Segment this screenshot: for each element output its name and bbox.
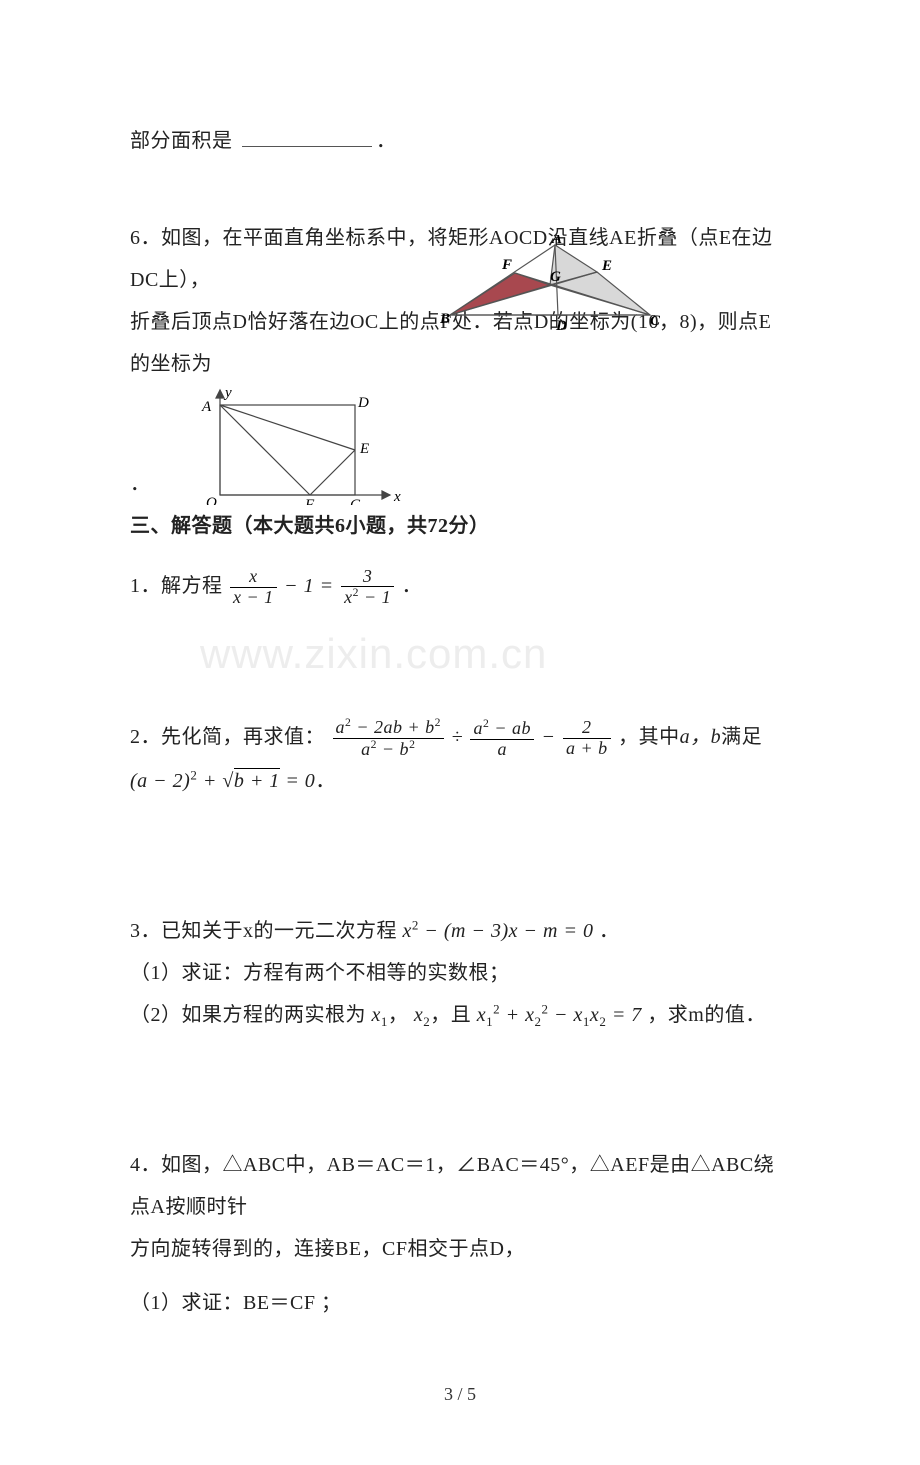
figure-coordinate-fold: A D E O F C x y bbox=[180, 385, 410, 505]
svg-text:O: O bbox=[206, 495, 217, 505]
q4-line1: 4．如图，△ABC中，AB＝AC＝1，∠BAC＝45°，△AEF是由△ABC绕点… bbox=[130, 1144, 790, 1228]
svg-text:B: B bbox=[440, 311, 450, 327]
q4-line2: 方向旋转得到的，连接BE，CF相交于点D， bbox=[130, 1228, 790, 1270]
q3-line1: 3．已知关于x的一元二次方程 x2 − (m − 3)x − m = 0 ． bbox=[130, 910, 790, 952]
svg-text:C: C bbox=[350, 497, 361, 505]
svg-text:y: y bbox=[223, 385, 232, 401]
section3-title: 三、解答题（本大题共6小题，共72分） bbox=[130, 505, 790, 547]
svg-text:G: G bbox=[550, 269, 561, 285]
svg-text:x: x bbox=[393, 489, 401, 505]
svg-text:D: D bbox=[555, 318, 567, 334]
q6-period: ． bbox=[130, 463, 150, 505]
q3-line2: （1）求证：方程有两个不相等的实数根； bbox=[130, 952, 790, 994]
svg-text:F: F bbox=[304, 497, 315, 505]
svg-text:C: C bbox=[650, 313, 660, 329]
q3-line3: （2）如果方程的两实根为 x1， x2，且 x12 + x22 − x1x2 =… bbox=[130, 994, 790, 1036]
q5-text: 部分面积是 ． bbox=[130, 120, 790, 162]
svg-text:A: A bbox=[201, 399, 212, 415]
q2-line2: (a − 2)2 + √b + 1 = 0． bbox=[130, 760, 790, 802]
blank-fill bbox=[242, 128, 372, 147]
svg-text:A: A bbox=[551, 235, 562, 247]
q2-line1: 2．先化简，再求值： a2 − 2ab + b2a2 − b2 ÷ a2 − a… bbox=[130, 716, 790, 760]
svg-text:F: F bbox=[501, 257, 512, 273]
q4-line3: （1）求证：BE＝CF ； bbox=[130, 1282, 790, 1324]
svg-text:E: E bbox=[359, 441, 369, 457]
svg-text:D: D bbox=[357, 395, 369, 411]
svg-text:E: E bbox=[601, 258, 612, 274]
page-number: 3 / 5 bbox=[130, 1384, 790, 1405]
q1: 1．解方程 xx − 1 − 1 = 3x2 − 1 ． bbox=[130, 565, 790, 608]
figure-triangle-gef: A B C D E F G bbox=[440, 235, 660, 335]
